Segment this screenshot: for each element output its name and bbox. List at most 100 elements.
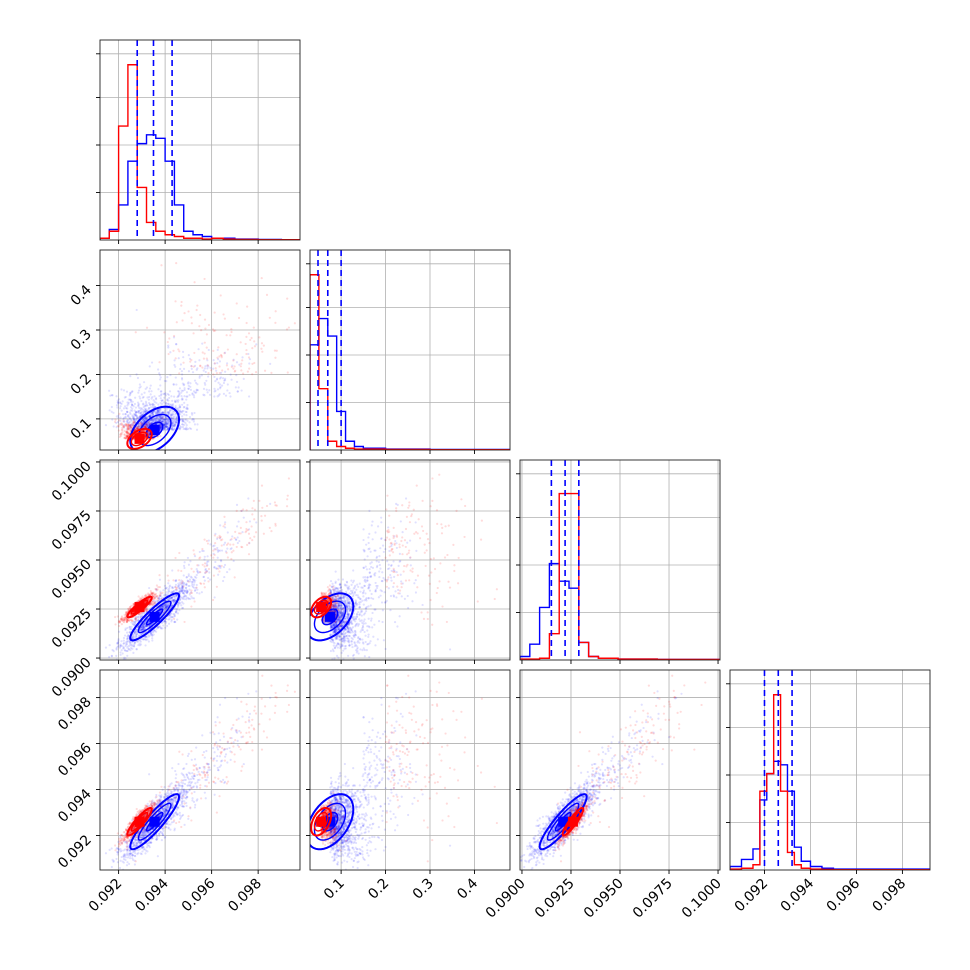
scatter-point-b bbox=[126, 432, 129, 435]
scatter-point-a bbox=[193, 396, 196, 399]
scatter-point-a bbox=[157, 596, 160, 599]
scatter-point-a bbox=[170, 590, 173, 593]
scatter-point-b bbox=[260, 347, 263, 350]
scatter-point-a bbox=[186, 589, 189, 592]
scatter-point-a bbox=[182, 591, 185, 594]
scatter-point-b bbox=[229, 543, 232, 546]
scatter-point-b bbox=[124, 430, 127, 434]
scatter-point-b bbox=[220, 356, 223, 359]
scatter-point-a bbox=[162, 421, 166, 424]
scatter-point-a bbox=[205, 388, 208, 391]
scatter-point-a bbox=[148, 423, 151, 426]
scatter-point-a bbox=[172, 600, 175, 603]
scatter-point-a bbox=[166, 424, 169, 428]
scatter-point-a bbox=[156, 409, 160, 412]
scatter-point-a bbox=[236, 541, 239, 545]
scatter-point-a bbox=[180, 596, 183, 599]
scatter-point-a bbox=[165, 421, 168, 424]
scatter-point-a bbox=[165, 425, 168, 428]
scatter-point-a bbox=[162, 416, 165, 419]
scatter-point-a bbox=[171, 591, 174, 594]
scatter-point-a bbox=[367, 587, 370, 590]
scatter-point-a bbox=[181, 382, 184, 385]
scatter-point-b bbox=[287, 477, 291, 480]
scatter-point-a bbox=[155, 411, 158, 414]
panel-2-1 bbox=[306, 459, 511, 664]
scatter-point-a bbox=[139, 397, 142, 400]
scatter-point-a bbox=[236, 390, 239, 393]
scatter-point-a bbox=[181, 411, 184, 414]
scatter-point-a bbox=[171, 599, 175, 602]
scatter-point-a bbox=[142, 402, 145, 405]
scatter-point-b bbox=[286, 371, 289, 374]
scatter-point-a bbox=[133, 630, 136, 633]
scatter-point-a bbox=[173, 620, 176, 623]
scatter-point-a bbox=[157, 403, 160, 406]
scatter-point-a bbox=[129, 418, 133, 421]
scatter-point-a bbox=[129, 649, 132, 652]
scatter-point-a bbox=[195, 591, 199, 594]
scatter-point-a bbox=[116, 401, 119, 404]
scatter-point-a bbox=[193, 379, 197, 382]
scatter-point-b bbox=[232, 367, 235, 370]
scatter-point-a bbox=[130, 399, 133, 402]
panel-2-0 bbox=[96, 459, 301, 664]
scatter-point-b bbox=[218, 371, 221, 375]
scatter-point-a bbox=[141, 628, 144, 631]
scatter-point-a bbox=[204, 365, 207, 368]
scatter-point-a bbox=[151, 634, 154, 637]
scatter-point-a bbox=[141, 623, 145, 626]
scatter-point-b bbox=[246, 543, 249, 546]
scatter-point-a bbox=[171, 424, 174, 427]
scatter-point-a bbox=[116, 420, 119, 424]
scatter-point-b bbox=[119, 434, 122, 438]
scatter-point-a bbox=[190, 412, 194, 415]
scatter-point-a bbox=[187, 573, 190, 576]
scatter-point-a bbox=[209, 393, 212, 396]
scatter-point-a bbox=[180, 395, 183, 398]
scatter-point-a bbox=[179, 597, 182, 601]
scatter-point-a bbox=[173, 614, 176, 617]
scatter-point-a bbox=[219, 524, 222, 527]
scatter-point-a bbox=[134, 411, 138, 414]
scatter-point-b bbox=[127, 423, 131, 426]
scatter-point-a bbox=[138, 406, 141, 409]
scatter-point-a bbox=[145, 417, 148, 420]
scatter-point-a bbox=[229, 547, 232, 551]
scatter-point-a bbox=[165, 617, 168, 621]
scatter-point-a bbox=[181, 597, 184, 600]
scatter-point-a bbox=[145, 417, 148, 420]
scatter-point-a bbox=[143, 625, 146, 628]
scatter-point-a bbox=[131, 641, 134, 644]
scatter-point-b bbox=[161, 591, 164, 594]
scatter-point-b bbox=[219, 535, 222, 539]
scatter-point-a bbox=[204, 571, 207, 575]
scatter-point-a bbox=[164, 587, 168, 590]
scatter-point-a bbox=[160, 399, 163, 402]
scatter-point-a bbox=[159, 590, 162, 593]
scatter-point-a bbox=[139, 424, 142, 427]
scatter-point-a bbox=[143, 391, 146, 394]
scatter-point-b bbox=[219, 353, 223, 357]
scatter-point-a bbox=[144, 635, 148, 639]
scatter-point-a bbox=[141, 624, 145, 627]
scatter-point-a bbox=[108, 655, 111, 659]
scatter-point-a bbox=[144, 644, 147, 647]
scatter-point-b bbox=[125, 423, 128, 426]
scatter-point-a bbox=[145, 416, 148, 419]
scatter-point-a bbox=[185, 406, 189, 409]
scatter-point-a bbox=[142, 395, 145, 399]
scatter-point-a bbox=[145, 625, 148, 628]
scatter-point-a bbox=[171, 421, 175, 425]
scatter-point-a bbox=[175, 579, 178, 582]
scatter-point-b bbox=[129, 423, 132, 427]
scatter-point-a bbox=[147, 415, 151, 418]
scatter-point-a bbox=[152, 410, 156, 413]
scatter-point-a bbox=[151, 412, 155, 415]
scatter-point-a bbox=[163, 619, 166, 623]
scatter-point-a bbox=[185, 583, 188, 586]
scatter-point-a bbox=[163, 392, 166, 396]
scatter-point-b bbox=[120, 422, 123, 425]
scatter-point-a bbox=[126, 420, 129, 423]
scatter-point-a bbox=[141, 628, 145, 631]
